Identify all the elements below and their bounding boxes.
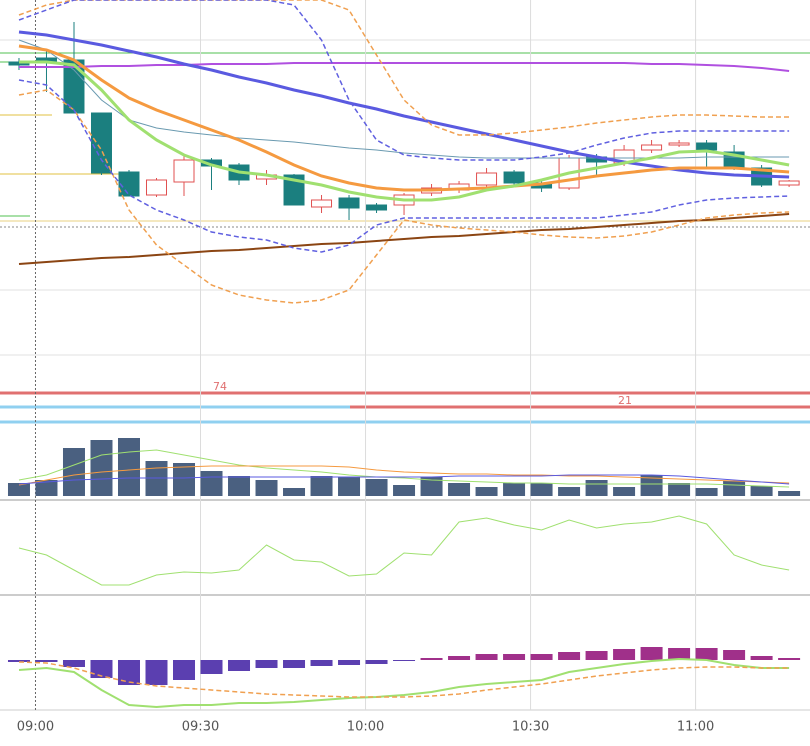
bar xyxy=(35,480,58,496)
bar xyxy=(475,654,498,660)
bar xyxy=(255,660,278,668)
bar xyxy=(200,471,223,496)
bar xyxy=(695,488,718,496)
bar xyxy=(393,660,416,661)
bar xyxy=(310,660,333,666)
bar xyxy=(558,487,581,496)
bar xyxy=(420,477,443,496)
bar xyxy=(503,483,526,496)
candle-body xyxy=(283,174,305,206)
bar xyxy=(613,649,636,660)
candle-body xyxy=(696,142,718,151)
bar xyxy=(255,480,278,496)
bar xyxy=(668,483,691,496)
indicator-line xyxy=(18,515,790,586)
x-tick-label: 09:00 xyxy=(17,720,54,735)
bar xyxy=(420,658,443,660)
indicator-line xyxy=(18,449,790,488)
bar xyxy=(613,487,636,496)
bar xyxy=(7,660,30,662)
indicator-line xyxy=(18,213,790,265)
indicator-line xyxy=(18,661,790,698)
bar xyxy=(228,476,251,496)
indicator-line xyxy=(18,79,790,253)
indicator-line xyxy=(18,0,790,136)
bar xyxy=(35,660,58,662)
x-tick-label: 11:00 xyxy=(677,720,714,735)
bar xyxy=(7,483,30,496)
bar xyxy=(723,481,746,496)
bar xyxy=(200,660,223,674)
bar xyxy=(778,491,801,496)
bar xyxy=(310,476,333,496)
candle-body xyxy=(641,144,663,151)
bar xyxy=(283,660,306,668)
bar xyxy=(503,654,526,660)
bar xyxy=(448,656,471,660)
bar xyxy=(145,660,168,685)
bar xyxy=(640,475,663,496)
bar xyxy=(90,660,113,678)
candle-body xyxy=(118,171,140,197)
bar xyxy=(530,654,553,660)
bar xyxy=(117,438,140,496)
bar xyxy=(668,648,691,660)
bar xyxy=(338,477,361,496)
x-tick-label: 10:30 xyxy=(512,720,549,735)
bar xyxy=(448,483,471,496)
x-tick-label: 10:00 xyxy=(347,720,384,735)
bar xyxy=(750,656,773,660)
bar xyxy=(558,652,581,660)
annotation: 74 xyxy=(213,380,227,393)
indicator-line xyxy=(19,60,790,202)
candle-body xyxy=(778,180,800,186)
bar xyxy=(778,658,801,660)
bar xyxy=(283,488,306,496)
bar xyxy=(475,487,498,496)
indicator-line xyxy=(18,465,790,486)
bar xyxy=(365,479,388,496)
bar xyxy=(62,448,85,496)
candle-body xyxy=(311,199,333,208)
indicator-line xyxy=(18,89,790,304)
indicator-line xyxy=(19,62,790,72)
candle-body xyxy=(338,197,360,209)
bar xyxy=(228,660,251,671)
bar xyxy=(62,660,85,667)
indicator-line xyxy=(18,474,790,485)
bar xyxy=(585,651,608,660)
candle-body xyxy=(503,171,525,184)
x-tick-label: 09:30 xyxy=(182,720,219,735)
candle-body xyxy=(173,159,195,183)
bar xyxy=(173,463,196,496)
candle-body xyxy=(90,112,112,174)
bar xyxy=(585,480,608,496)
indicator-line xyxy=(18,30,790,179)
indicator-line xyxy=(18,39,790,159)
candle-body xyxy=(476,172,498,186)
bar xyxy=(530,483,553,496)
indicator-line xyxy=(18,44,790,192)
candle-body xyxy=(668,142,690,146)
bar xyxy=(90,440,113,496)
indicator-line xyxy=(18,0,790,161)
bar xyxy=(393,485,416,496)
bar xyxy=(365,660,388,664)
bar xyxy=(750,486,773,496)
bar xyxy=(640,647,663,660)
main-panel xyxy=(8,0,800,304)
candle-body xyxy=(366,204,388,211)
candle-body xyxy=(145,179,167,196)
layout xyxy=(0,39,810,711)
bar xyxy=(338,660,361,665)
annotation: 21 xyxy=(618,394,632,407)
indicator-line xyxy=(18,657,790,709)
bar xyxy=(723,650,746,660)
bar xyxy=(695,648,718,660)
bar xyxy=(173,660,196,680)
bar xyxy=(117,660,140,685)
